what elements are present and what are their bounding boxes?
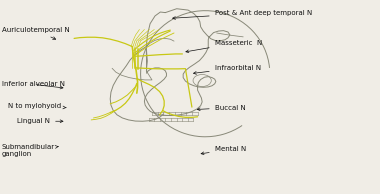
Text: Masseteric  N: Masseteric N — [186, 40, 262, 53]
Text: Post & Ant deep temporal N: Post & Ant deep temporal N — [173, 10, 312, 19]
Text: Infraorbital N: Infraorbital N — [193, 65, 261, 74]
Text: Inferior alveolar N: Inferior alveolar N — [2, 81, 65, 89]
Text: N to mylohyoid: N to mylohyoid — [8, 103, 66, 109]
Text: Submandibular
ganglion: Submandibular ganglion — [2, 144, 58, 157]
Text: Auriculotemporal N: Auriculotemporal N — [2, 27, 70, 39]
Text: Lingual N: Lingual N — [17, 118, 63, 124]
Text: Buccal N: Buccal N — [197, 105, 245, 111]
Text: Mental N: Mental N — [201, 146, 246, 155]
